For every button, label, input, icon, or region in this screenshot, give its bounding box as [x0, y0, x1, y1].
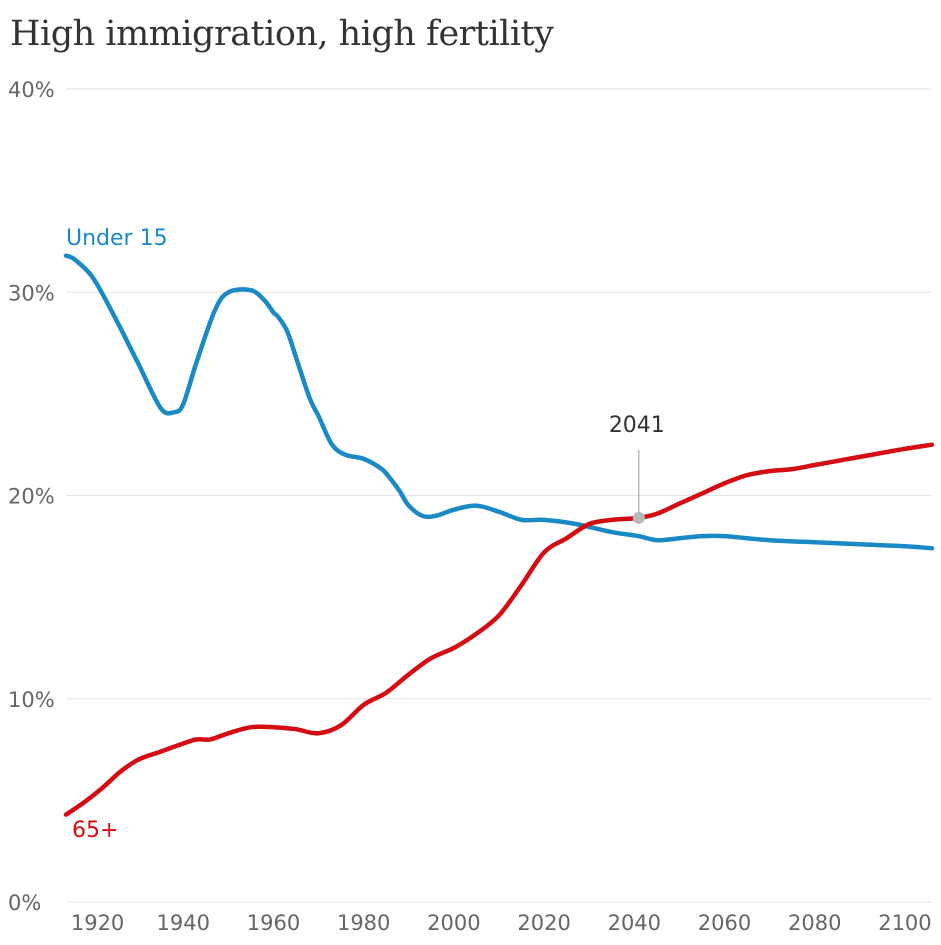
x-tick-label: 1940 — [157, 911, 210, 935]
x-tick-label: 2000 — [427, 911, 480, 935]
y-tick-label: 0% — [8, 891, 41, 915]
series-label-65-plus: 65+ — [72, 818, 118, 843]
intersection-point — [632, 511, 645, 524]
y-tick-label: 20% — [8, 485, 55, 509]
y-tick-label: 40% — [8, 78, 55, 102]
y-tick-label: 30% — [8, 281, 55, 305]
x-tick-label: 2040 — [608, 911, 661, 935]
series-line-under-15 — [63, 253, 935, 551]
annotation-label: 2041 — [609, 413, 665, 438]
gridlines — [66, 88, 932, 903]
x-tick-label: 1920 — [71, 911, 124, 935]
series-lines — [63, 253, 935, 817]
y-axis-ticks: 0% 10% 20% 30% 40% — [8, 78, 55, 915]
chart-title: High immigration, high fertility — [10, 14, 554, 54]
x-tick-label: 1960 — [247, 911, 300, 935]
x-tick-label: 2020 — [517, 911, 570, 935]
x-tick-label: 2080 — [788, 911, 841, 935]
annotation: 2041 — [609, 413, 665, 524]
y-tick-label: 10% — [8, 688, 55, 712]
x-tick-label: 1980 — [337, 911, 390, 935]
x-axis-ticks: 1920 1940 1960 1980 2000 2020 2040 2060 2080 2100 — [71, 911, 932, 935]
x-tick-label: 2100 — [878, 911, 931, 935]
series-label-under-15: Under 15 — [66, 226, 168, 251]
x-tick-label: 2060 — [698, 911, 751, 935]
series-labels: Under 15 65+ — [66, 226, 168, 843]
series-line-65 — [63, 442, 935, 817]
